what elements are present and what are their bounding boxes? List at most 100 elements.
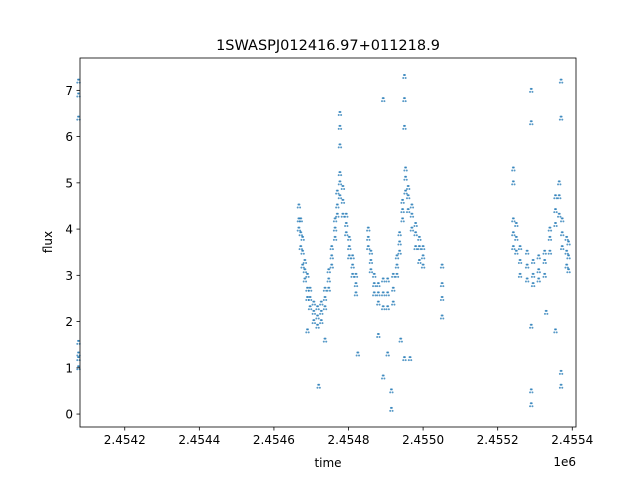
data-point	[524, 252, 527, 255]
data-point	[442, 266, 445, 269]
data-point	[530, 275, 533, 278]
data-point	[404, 359, 407, 362]
data-point	[422, 245, 425, 248]
data-point	[532, 258, 535, 261]
data-point	[345, 231, 348, 234]
data-point	[544, 258, 547, 261]
data-point	[371, 252, 374, 255]
data-point	[402, 198, 405, 201]
data-point	[337, 192, 340, 195]
data-point	[409, 356, 412, 359]
data-point	[300, 252, 303, 255]
y-tick-label: 5	[65, 176, 73, 190]
data-point	[348, 254, 351, 257]
data-point	[353, 294, 356, 297]
data-point	[370, 258, 373, 261]
x-axis: 2.4542 2.4544 2.4546 2.4548 2.4550 2.4552 2.45…	[104, 427, 593, 447]
data-point	[562, 248, 565, 251]
data-point	[331, 248, 334, 251]
data-point	[405, 178, 408, 181]
data-point	[317, 317, 320, 320]
data-point	[328, 286, 331, 289]
data-point	[302, 271, 305, 274]
data-point	[400, 340, 403, 343]
data-point	[512, 217, 515, 220]
data-point	[378, 335, 381, 338]
data-point	[517, 248, 520, 251]
data-point	[352, 266, 355, 269]
data-point	[300, 217, 303, 220]
data-point	[527, 280, 530, 283]
data-point	[514, 252, 517, 255]
data-point	[536, 271, 539, 274]
data-point	[532, 272, 535, 275]
data-point	[387, 308, 390, 311]
data-point	[298, 226, 301, 229]
data-point	[349, 248, 352, 251]
data-point	[383, 100, 386, 103]
data-point	[391, 275, 394, 278]
data-point	[317, 314, 320, 317]
data-point	[302, 235, 305, 238]
data-point	[304, 258, 307, 261]
data-point	[544, 275, 547, 278]
data-point	[306, 295, 309, 298]
data-point	[405, 166, 408, 169]
data-point	[399, 243, 402, 246]
data-point	[328, 289, 331, 292]
data-point	[442, 298, 445, 301]
data-point	[328, 268, 331, 271]
data-point	[316, 386, 319, 389]
data-point	[352, 263, 355, 266]
data-point	[317, 305, 320, 308]
data-point	[411, 212, 414, 215]
data-point	[517, 261, 520, 264]
data-point	[417, 238, 420, 241]
data-point	[306, 286, 309, 289]
data-point	[310, 298, 313, 301]
data-point	[331, 263, 334, 266]
data-point	[337, 206, 340, 209]
data-point	[558, 386, 561, 389]
data-point	[319, 312, 322, 315]
data-point	[344, 234, 347, 237]
data-point	[566, 249, 569, 252]
data-point	[367, 226, 370, 229]
data-point	[394, 257, 397, 260]
data-point	[409, 215, 412, 218]
data-point	[542, 261, 545, 264]
data-point	[560, 383, 563, 386]
data-point	[527, 252, 530, 255]
data-point	[321, 322, 324, 325]
data-point	[342, 212, 345, 215]
data-point	[441, 314, 444, 317]
data-point	[350, 275, 353, 278]
data-point	[389, 409, 392, 412]
data-point	[403, 356, 406, 359]
data-point	[347, 238, 350, 241]
data-point	[372, 294, 375, 297]
data-point	[411, 203, 414, 206]
data-point	[512, 180, 515, 183]
data-point	[511, 169, 514, 172]
data-point	[309, 305, 312, 308]
data-point	[530, 388, 533, 391]
data-point	[380, 280, 383, 283]
data-point	[550, 229, 553, 232]
data-point	[558, 372, 561, 375]
data-point	[348, 235, 351, 238]
data-point	[562, 220, 565, 223]
data-point	[516, 252, 519, 255]
data-point	[393, 303, 396, 306]
data-point	[397, 252, 400, 255]
data-point	[519, 245, 522, 248]
x-tick-label: 2.4550	[402, 433, 444, 447]
data-point	[403, 73, 406, 76]
data-point	[366, 238, 369, 241]
data-point	[340, 183, 343, 186]
data-point	[515, 249, 518, 252]
data-point	[298, 248, 301, 251]
data-point	[526, 263, 529, 266]
data-point	[370, 268, 373, 271]
data-point	[334, 226, 337, 229]
